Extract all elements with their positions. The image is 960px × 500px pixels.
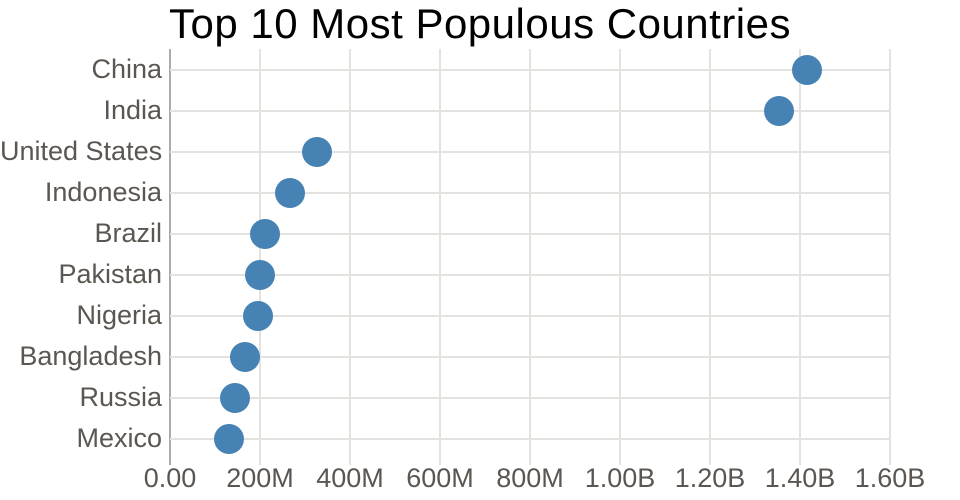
x-axis-tick-label: 1.40B: [764, 463, 836, 493]
data-point: [213, 423, 244, 454]
x-gridline: [619, 49, 621, 465]
y-axis-label: China: [91, 53, 162, 84]
x-axis-tick-label: 400M: [316, 463, 384, 493]
data-point: [249, 218, 280, 249]
y-axis-label: India: [103, 94, 162, 125]
y-axis-label: Russia: [79, 381, 162, 412]
y-gridline: [170, 232, 890, 235]
data-point: [219, 382, 250, 413]
x-axis-tick-label: 1.20B: [674, 463, 746, 493]
x-gridline: [439, 49, 441, 465]
y-axis-label: Brazil: [94, 217, 162, 248]
x-gridline: [529, 49, 531, 465]
y-gridline: [170, 437, 890, 440]
x-axis-tick-label: 1.00B: [584, 463, 656, 493]
data-point: [791, 54, 822, 85]
y-axis-line: [169, 49, 171, 465]
y-gridline: [170, 314, 890, 317]
data-point: [302, 136, 333, 167]
data-point: [275, 177, 306, 208]
x-axis-tick-label: 1.60B: [854, 463, 926, 493]
x-axis-tick-label: 800M: [496, 463, 564, 493]
x-gridline: [259, 49, 261, 465]
y-axis-label: Bangladesh: [19, 340, 162, 371]
y-gridline: [170, 191, 890, 194]
y-gridline: [170, 150, 890, 153]
data-point: [764, 95, 795, 126]
y-axis-label: Indonesia: [44, 176, 162, 207]
data-point: [243, 300, 274, 331]
x-gridline: [349, 49, 351, 465]
x-gridline: [709, 49, 711, 465]
y-axis-label: Pakistan: [58, 258, 162, 289]
x-axis-tick-label: 600M: [406, 463, 474, 493]
y-gridline: [170, 396, 890, 399]
y-gridline: [170, 355, 890, 358]
x-axis-tick-label: 0.00: [143, 463, 197, 493]
x-gridline: [799, 49, 801, 465]
y-gridline: [170, 109, 890, 112]
x-axis-tick-label: 200M: [226, 463, 294, 493]
y-axis-label: Mexico: [76, 422, 162, 453]
chart-title: Top 10 Most Populous Countries: [168, 0, 791, 47]
data-point: [229, 341, 260, 372]
y-axis-label: United States: [0, 135, 163, 166]
y-gridline: [170, 68, 890, 71]
x-gridline: [889, 49, 891, 465]
y-axis-label: Nigeria: [76, 299, 162, 330]
data-point: [245, 259, 276, 290]
y-gridline: [170, 273, 890, 276]
